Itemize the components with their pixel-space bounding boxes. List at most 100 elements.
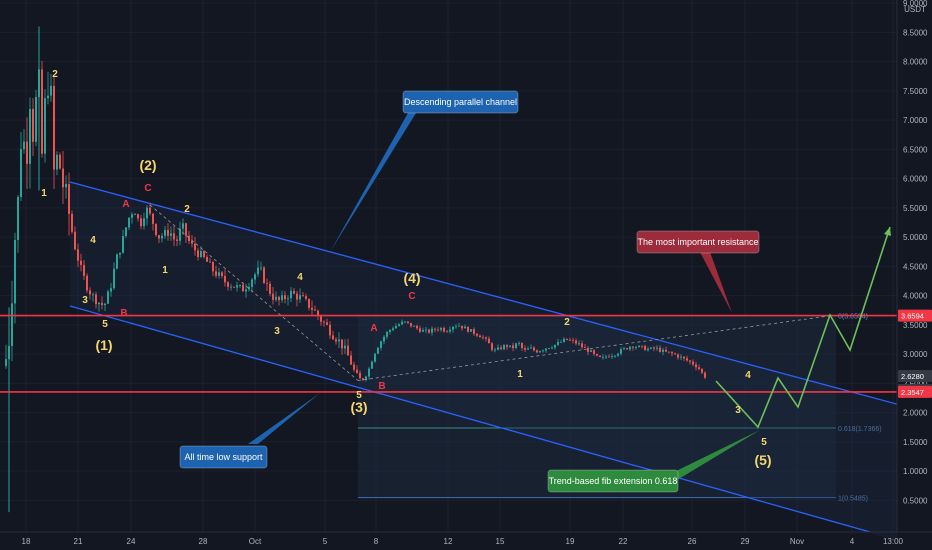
candle-body — [149, 207, 151, 214]
candle-body — [572, 340, 574, 341]
wave-label: 3 — [274, 326, 280, 337]
candle-body — [626, 348, 628, 350]
wave-label: 3 — [735, 405, 741, 416]
candle-body — [80, 260, 82, 265]
candle-body — [299, 295, 301, 300]
candle-body — [671, 352, 673, 354]
candle-body — [53, 85, 55, 170]
candle-body — [272, 293, 274, 300]
candle-body — [611, 356, 613, 357]
candle-body — [461, 325, 463, 329]
candle-body — [449, 329, 451, 332]
channel-upper-line — [69, 181, 931, 414]
candle-body — [236, 285, 238, 288]
y-tick-label: 4.0000 — [903, 292, 928, 301]
candle-body — [632, 346, 634, 348]
descending-channel[interactable] — [69, 181, 931, 550]
y-tick-label: 2.5000 — [903, 379, 928, 388]
candle-body — [284, 295, 286, 300]
y-tick-label: 9.0000 — [903, 0, 928, 8]
candle-body — [485, 337, 487, 339]
y-tick-label: 7.0000 — [903, 116, 928, 125]
candle-body — [518, 343, 520, 344]
y-tick-label: 7.5000 — [903, 87, 928, 96]
price-tag-label: 3.6594 — [901, 312, 924, 321]
candle-body — [653, 347, 655, 349]
candle-body — [197, 250, 199, 257]
candle-body — [287, 298, 289, 300]
wave-label: 2 — [564, 317, 570, 328]
candle-body — [200, 251, 202, 257]
candle-body — [248, 286, 250, 290]
candle-body — [98, 302, 100, 305]
x-tick-label: 24 — [127, 537, 136, 546]
candle-body — [545, 348, 547, 351]
x-tick-label: 21 — [74, 537, 83, 546]
candle-body — [344, 345, 346, 349]
fib-zone: 0(3.6594) 0.618(1.7366) 1(0.5485) — [358, 314, 882, 503]
wave-label: 1 — [41, 188, 47, 199]
candle-body — [644, 345, 646, 351]
candle-body — [497, 347, 499, 350]
wave-label: (5) — [754, 452, 771, 468]
candle-body — [5, 359, 7, 366]
wave-label: 2 — [52, 69, 58, 80]
candle-body — [590, 350, 592, 352]
wave-label: 2 — [184, 204, 190, 215]
candle-body — [602, 356, 604, 358]
candle-body — [110, 288, 112, 292]
candle-body — [467, 326, 469, 332]
y-tick-label: 8.5000 — [903, 28, 928, 37]
candle-body — [194, 243, 196, 251]
candle-body — [119, 252, 121, 255]
candles — [5, 26, 706, 513]
candle-body — [515, 343, 517, 349]
candle-body — [557, 342, 559, 345]
projection-path — [715, 226, 891, 429]
candle-body — [470, 329, 472, 332]
candle-body — [524, 348, 526, 350]
x-tick-label: 13:00 — [883, 537, 904, 546]
candle-body — [479, 335, 481, 338]
candle-body — [11, 303, 13, 347]
candle-body — [413, 325, 415, 327]
candle-body — [89, 290, 91, 295]
candle-body — [206, 256, 208, 262]
candle-body — [176, 239, 178, 241]
candle-body — [677, 354, 679, 358]
candle-body — [161, 235, 163, 239]
candle-body — [317, 310, 319, 317]
candle-body — [617, 353, 619, 356]
candle-body — [668, 351, 670, 353]
callout-box — [402, 90, 519, 114]
candle-body — [506, 345, 508, 347]
price-tag — [898, 309, 932, 322]
projection-arrowhead — [884, 227, 891, 236]
wave-label: 3 — [82, 295, 88, 306]
overlays[interactable] — [0, 113, 897, 483]
y-tick-label: 5.0000 — [903, 233, 928, 242]
y-tick-label: 2.0000 — [903, 409, 928, 418]
time-axis[interactable]: 18 21 24 28 Oct 5 8 12 15 19 22 26 29 Nov 4 13:00 — [0, 531, 932, 546]
wave-label: B — [378, 381, 385, 392]
callouts[interactable]: Descending parallel channel The most impo… — [179, 90, 760, 493]
candle-body — [335, 339, 337, 342]
candle-body — [23, 141, 25, 150]
candle-body — [263, 267, 265, 283]
wave-label: C — [408, 291, 415, 302]
candle-body — [569, 339, 571, 341]
candle-body — [209, 261, 211, 263]
candle-body — [20, 149, 22, 197]
price-tag-label: 2.6280 — [901, 372, 924, 381]
candle-body — [32, 108, 34, 142]
price-tag — [898, 370, 932, 382]
candle-body — [437, 329, 439, 331]
candle-body — [683, 356, 685, 359]
candle-body — [488, 338, 490, 344]
candle-body — [260, 267, 262, 269]
candle-body — [581, 343, 583, 348]
candle-body — [305, 296, 307, 299]
candle-body — [134, 214, 136, 216]
